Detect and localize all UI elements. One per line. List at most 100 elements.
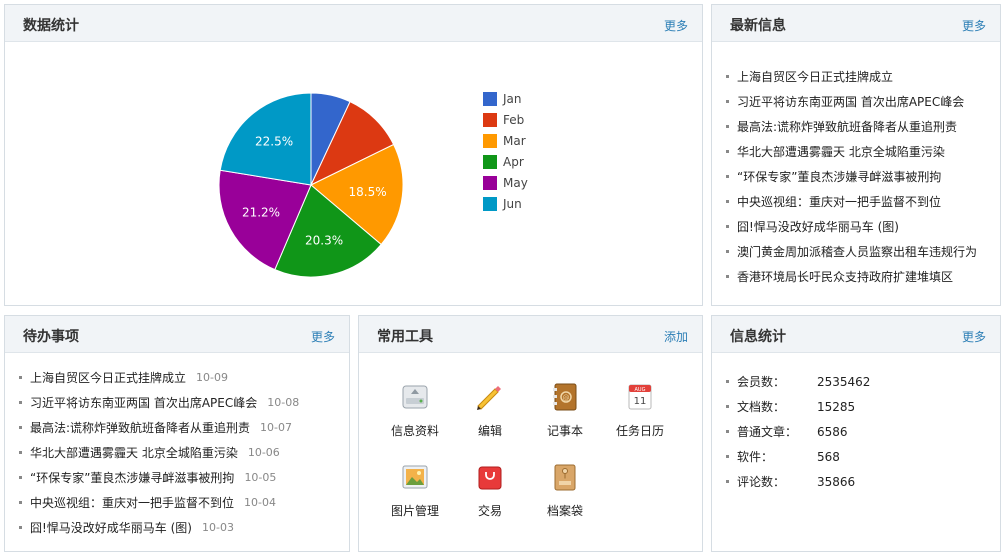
more-link[interactable]: 更多 — [663, 19, 688, 33]
calendar-month: AUG — [635, 387, 646, 393]
news-item[interactable]: “环保专家”董良杰涉嫌寻衅滋事被刑拘 — [726, 164, 977, 189]
news-item-title: 最高法:谎称炸弹致航班备降者从重追刑责 — [737, 120, 958, 134]
legend-swatch — [483, 175, 497, 190]
pie-slice-may — [218, 169, 312, 271]
stat-label: 评论数： — [737, 475, 786, 489]
bullet-icon — [19, 376, 22, 379]
tool-trade[interactable]: 交易 — [450, 462, 530, 519]
bullet-icon — [726, 455, 729, 458]
todo-item[interactable]: “环保专家”董良杰涉嫌寻衅滋事被刑拘 10-05 — [19, 465, 299, 490]
news-item[interactable]: 上海自贸区今日正式挂牌成立 — [726, 64, 977, 89]
news-item-title: 澳门黄金周加派稽查人员监察出租车违规行为 — [737, 245, 978, 259]
pie-slice-jun — [219, 92, 312, 186]
stat-label: 普通文章： — [737, 425, 798, 439]
tool-label: 档案袋 — [546, 504, 583, 518]
pie-slice-mar — [310, 143, 404, 246]
tool-picture-manage[interactable]: 图片管理 — [375, 462, 455, 519]
legend-swatch — [483, 91, 497, 106]
tool-edit[interactable]: 编辑 — [450, 382, 530, 439]
archive-envelope-icon — [550, 462, 580, 492]
tool-notepad[interactable]: @ 记事本 — [525, 382, 605, 439]
todo-item[interactable]: 华北大部遭遇雾霾天 北京全城陷重污染 10-06 — [19, 440, 299, 465]
tool-info-data[interactable]: 信息资料 — [375, 382, 455, 439]
news-item-title: 华北大部遭遇雾霾天 北京全城陷重污染 — [737, 145, 945, 159]
stat-value: 35866 — [817, 474, 856, 489]
bullet-icon — [726, 380, 729, 383]
todo-panel: 待办事项 更多 上海自贸区今日正式挂牌成立 10-09 习近平将访东南亚两国 首次出… — [4, 315, 350, 552]
todo-item-title: 华北大部遭遇雾霾天 北京全城陷重污染 — [30, 446, 238, 460]
legend-swatch — [483, 196, 497, 211]
tool-calendar[interactable]: AUG 11 任务日历 — [600, 382, 680, 439]
todo-item[interactable]: 上海自贸区今日正式挂牌成立 10-09 — [19, 365, 299, 390]
legend-item: May — [483, 172, 528, 193]
bullet-icon — [19, 426, 22, 429]
stat-value: 2535462 — [817, 374, 871, 389]
todo-item[interactable]: 中央巡视组：重庆对一把手监督不到位 10-04 — [19, 490, 299, 515]
pie-data-label: 21.2% — [242, 205, 280, 219]
tool-archive[interactable]: 档案袋 — [525, 462, 605, 519]
stat-value: 15285 — [817, 399, 856, 414]
more-link[interactable]: 更多 — [961, 330, 986, 344]
stat-row: 评论数： 35866 — [726, 469, 870, 494]
todo-item-title: 囧!悍马没改好成华丽马车 (图) — [30, 521, 192, 535]
bullet-icon — [19, 526, 22, 529]
more-link[interactable]: 更多 — [961, 19, 986, 33]
todo-item[interactable]: 囧!悍马没改好成华丽马车 (图) 10-03 — [19, 515, 299, 540]
bullet-icon — [19, 476, 22, 479]
tool-label: 图片管理 — [390, 504, 439, 518]
data-stats-panel: 数据统计 更多 18.5% 20.3% 21.2% 22.5% Jan Feb Mar Ap… — [4, 4, 703, 306]
news-item-title: 囧!悍马没改好成华丽马车 (图) — [737, 220, 899, 234]
news-item[interactable]: 习近平将访东南亚两国 首次出席APEC峰会 — [726, 89, 977, 114]
add-link[interactable]: 添加 — [663, 330, 688, 344]
todo-item[interactable]: 最高法:谎称炸弹致航班备降者从重追刑责 10-07 — [19, 415, 299, 440]
news-item[interactable]: 最高法:谎称炸弹致航班备降者从重追刑责 — [726, 114, 977, 139]
more-link[interactable]: 更多 — [310, 330, 335, 344]
news-item[interactable]: 香港环境局长吁民众支持政府扩建堆填区 — [726, 264, 977, 289]
shopping-bag-icon — [475, 462, 505, 492]
common-tools-panel: 常用工具 添加 信息资料 编辑 — [358, 315, 703, 552]
tool-label: 交易 — [477, 504, 502, 518]
panel-title: 信息统计 — [730, 329, 786, 345]
stat-value: 6586 — [817, 424, 848, 439]
news-list: 上海自贸区今日正式挂牌成立 习近平将访东南亚两国 首次出席APEC峰会最高法:谎称… — [726, 64, 977, 289]
pie-data-label: 20.3% — [305, 234, 343, 248]
chart-legend: Jan Feb Mar Apr May Jun — [483, 88, 528, 214]
stat-label: 会员数： — [737, 375, 786, 389]
hard-drive-icon — [400, 382, 430, 412]
todo-item-title: 上海自贸区今日正式挂牌成立 — [30, 371, 187, 385]
info-stats-list: 会员数： 2535462 文档数： 15285 普通文章： 6586 软件： 568 评论数： 3… — [726, 369, 870, 494]
news-item[interactable]: 澳门黄金周加派稽查人员监察出租车违规行为 — [726, 239, 977, 264]
news-item[interactable]: 囧!悍马没改好成华丽马车 (图) — [726, 214, 977, 239]
todo-item-date: 10-06 — [247, 446, 280, 459]
calendar-day: 11 — [634, 396, 647, 407]
latest-news-panel: 最新信息 更多 上海自贸区今日正式挂牌成立 习近平将访东南亚两国 首次出席APEC… — [711, 4, 1001, 306]
calendar-icon: AUG 11 — [625, 382, 655, 412]
todo-item-date: 10-07 — [260, 421, 293, 434]
todo-item[interactable]: 习近平将访东南亚两国 首次出席APEC峰会 10-08 — [19, 390, 299, 415]
bullet-icon — [726, 100, 729, 103]
todo-item-date: 10-08 — [267, 396, 300, 409]
stat-row: 软件： 568 — [726, 444, 870, 469]
tool-label: 编辑 — [477, 424, 502, 438]
legend-label: Apr — [503, 154, 524, 169]
legend-item: Jun — [483, 193, 528, 214]
tool-label: 信息资料 — [390, 424, 439, 438]
todo-item-title: 中央巡视组：重庆对一把手监督不到位 — [30, 496, 235, 510]
todo-item-date: 10-09 — [196, 371, 228, 384]
news-item[interactable]: 中央巡视组：重庆对一把手监督不到位 — [726, 189, 977, 214]
bullet-icon — [726, 225, 729, 228]
stat-row: 会员数： 2535462 — [726, 369, 870, 394]
stat-row: 文档数： 15285 — [726, 394, 870, 419]
bullet-icon — [726, 480, 729, 483]
legend-label: Jun — [503, 196, 522, 211]
news-item[interactable]: 华北大部遭遇雾霾天 北京全城陷重污染 — [726, 139, 977, 164]
panel-header: 常用工具 添加 — [359, 316, 702, 353]
pie-data-label: 22.5% — [255, 135, 293, 149]
legend-label: May — [503, 175, 528, 190]
legend-item: Feb — [483, 109, 528, 130]
svg-text:@: @ — [563, 394, 570, 402]
bullet-icon — [19, 451, 22, 454]
todo-list: 上海自贸区今日正式挂牌成立 10-09 习近平将访东南亚两国 首次出席APEC峰会 1… — [19, 365, 299, 540]
todo-item-date: 10-05 — [244, 471, 277, 484]
todo-item-date: 10-03 — [202, 521, 234, 534]
